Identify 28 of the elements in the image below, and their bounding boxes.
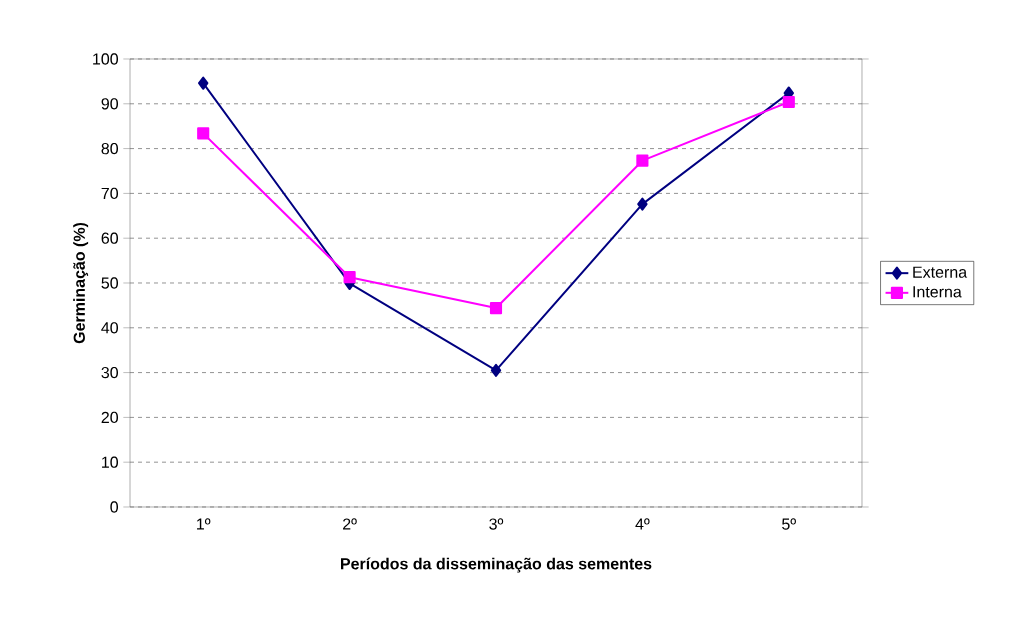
x-tick-label: 5º — [782, 518, 796, 530]
y-tick-label: 50 — [101, 277, 119, 289]
y-tick-label: 30 — [101, 366, 119, 379]
y-tick-label: 40 — [101, 322, 119, 334]
y-tick-label: 20 — [101, 411, 119, 424]
y-axis-title: Germinação (%) — [73, 222, 89, 344]
point — [197, 127, 210, 140]
point — [343, 271, 356, 284]
x-tick-label: 4º — [635, 518, 650, 530]
x-tick-label: 2º — [343, 518, 357, 530]
legend-label: Externa — [913, 266, 968, 278]
y-tick-label: 10 — [102, 456, 119, 468]
point — [636, 154, 649, 167]
y-tick-label: 100 — [93, 53, 119, 65]
point — [198, 76, 209, 90]
point — [782, 95, 795, 109]
point — [489, 302, 503, 315]
point — [637, 197, 648, 211]
x-tick-label: 1º — [197, 518, 211, 530]
y-tick-label: 60 — [101, 232, 119, 244]
y-tick-label: 70 — [101, 187, 119, 200]
point — [490, 363, 502, 377]
x-axis-title: Períodos da disseminação das sementes — [341, 557, 652, 573]
y-tick-label: 90 — [101, 98, 119, 110]
y-tick-label: 0 — [110, 501, 119, 513]
legend-label: Interna — [913, 286, 962, 298]
x-tick-label: 3º — [489, 518, 504, 530]
y-tick-label: 80 — [101, 142, 119, 155]
